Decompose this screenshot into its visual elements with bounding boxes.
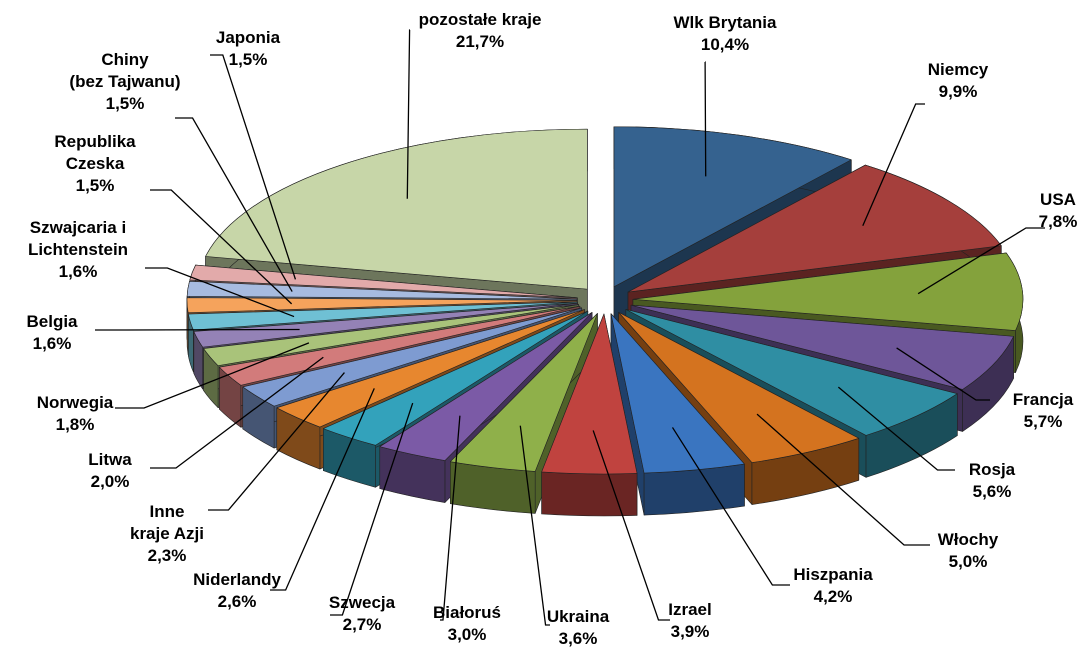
category-label: Japonia: [216, 28, 281, 47]
leader-line: [175, 117, 293, 292]
value-label: 21,7%: [456, 32, 504, 51]
leader-line: [756, 413, 930, 546]
category-label: Ukraina: [547, 607, 610, 626]
value-label: 3,6%: [559, 629, 598, 648]
value-label: 2,6%: [218, 592, 257, 611]
leader-line: [671, 427, 790, 586]
slice: [632, 252, 1024, 331]
category-label: Litwa: [88, 450, 132, 469]
leader-line: [210, 54, 297, 280]
leader-line: [440, 415, 461, 621]
value-label: 7,8%: [1039, 212, 1078, 231]
value-label: 9,9%: [939, 82, 978, 101]
value-label: 2,0%: [91, 472, 130, 491]
leader-line: [917, 227, 1045, 295]
value-label: 1,5%: [106, 94, 145, 113]
leader-line: [519, 425, 550, 626]
slice: [242, 307, 583, 407]
leader-line: [150, 356, 324, 469]
slice: [613, 126, 852, 288]
category-label: Wlk Brytania: [674, 13, 778, 32]
leader-line: [837, 386, 955, 471]
slice: [186, 297, 578, 314]
category-label: pozostałe kraje: [419, 10, 542, 29]
leader-line: [270, 388, 375, 591]
category-label: Niderlandy: [193, 570, 281, 589]
category-label: Włochy: [938, 530, 999, 549]
value-label: 1,5%: [229, 50, 268, 69]
category-label: Szwecja: [329, 593, 396, 612]
value-label: 2,7%: [343, 615, 382, 634]
value-label: 4,2%: [814, 587, 853, 606]
slice: [189, 264, 578, 299]
value-label: 1,5%: [76, 176, 115, 195]
slice: [203, 304, 579, 366]
slice: [627, 164, 1002, 293]
value-label: 3,0%: [448, 625, 487, 644]
slice: [186, 280, 578, 300]
value-label: 10,4%: [701, 35, 749, 54]
value-label: 1,6%: [33, 334, 72, 353]
value-label: 5,0%: [949, 552, 988, 571]
value-label: 2,3%: [148, 546, 187, 565]
slice-group: [541, 313, 638, 517]
category-label: Chiny (bez Tajwanu): [69, 50, 180, 91]
leader-line: [406, 29, 411, 199]
value-label: 3,9%: [671, 622, 710, 641]
category-label: Niemcy: [928, 60, 989, 79]
category-label: Białoruś: [433, 603, 501, 622]
leader-line: [592, 430, 670, 621]
slice: [276, 309, 585, 428]
category-label: Rosja: [969, 460, 1016, 479]
value-label: 1,6%: [59, 262, 98, 281]
leader-line: [150, 189, 293, 305]
leader-line: [208, 372, 345, 511]
category-label: USA: [1040, 190, 1076, 209]
slice: [379, 312, 593, 461]
slice: [193, 302, 579, 348]
leader-line: [704, 61, 707, 177]
category-label: Hiszpania: [793, 565, 873, 584]
category-label: Inne kraje Azji: [130, 502, 204, 543]
leader-line: [330, 402, 414, 616]
slice: [625, 309, 958, 436]
value-label: 1,8%: [56, 415, 95, 434]
slice: [541, 313, 638, 475]
category-label: Szwajcaria i Lichtenstein: [28, 218, 128, 259]
leader-line: [95, 328, 300, 331]
slice: [205, 128, 588, 290]
slice: [618, 311, 860, 463]
leader-line: [896, 347, 990, 401]
value-label: 5,6%: [973, 482, 1012, 501]
category-label: Francja: [1013, 390, 1074, 409]
slice: [323, 310, 589, 446]
category-label: Belgia: [26, 312, 78, 331]
slice: [219, 305, 581, 386]
slice-side: [541, 471, 638, 517]
category-label: Republika Czeska: [54, 132, 136, 173]
leader-line: [862, 103, 925, 226]
category-label: Izrael: [668, 600, 711, 619]
category-label: Norwegia: [37, 393, 114, 412]
leader-line: [115, 342, 310, 409]
slice: [450, 313, 598, 472]
value-label: 5,7%: [1024, 412, 1063, 431]
slice: [630, 304, 1014, 390]
slice: [610, 313, 745, 474]
leader-line: [145, 267, 295, 318]
